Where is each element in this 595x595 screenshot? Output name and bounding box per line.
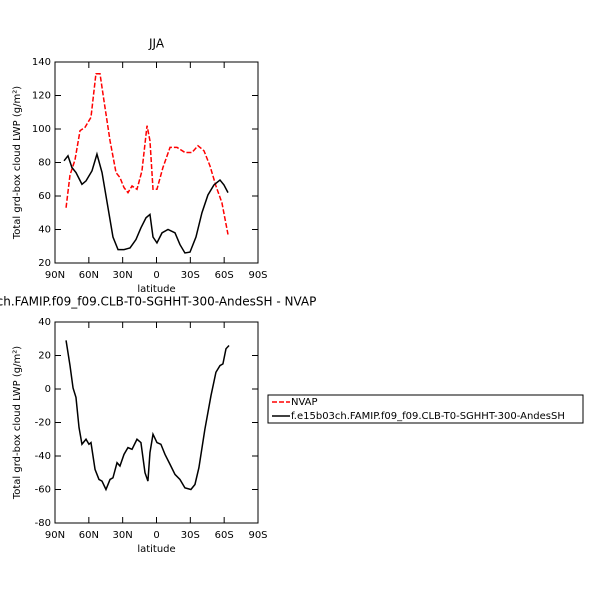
plot-frame xyxy=(54,321,259,524)
x-tick-label: 60S xyxy=(215,530,234,541)
x-tick-label: 90N xyxy=(45,270,65,281)
legend-box xyxy=(267,394,584,424)
x-tick-label: 60N xyxy=(79,530,99,541)
x-tick-label: 60N xyxy=(79,270,99,281)
legend-label: f.e15b03ch.FAMIP.f09_f09.CLB-T0-SGHHT-30… xyxy=(291,411,565,422)
chart-title: JJA xyxy=(148,37,165,51)
y-tick-label: 40 xyxy=(38,317,51,328)
y-tick-label: 140 xyxy=(32,57,51,68)
y-tick-label: 120 xyxy=(32,91,51,102)
y-tick-label: -20 xyxy=(35,418,51,429)
y-tick-label: -80 xyxy=(35,518,51,529)
chart-title: ch.FAMIP.f09_f09.CLB-T0-SGHHT-300-AndesS… xyxy=(0,295,316,309)
data-line xyxy=(65,72,229,235)
y-tick-label: -40 xyxy=(35,451,51,462)
y-tick-label: 0 xyxy=(45,384,51,395)
legend-label: NVAP xyxy=(291,397,318,408)
y-tick-label: 20 xyxy=(38,351,51,362)
x-tick-label: 0 xyxy=(153,530,159,541)
y-tick-label: 60 xyxy=(38,191,51,202)
x-tick-label: 30S xyxy=(181,270,200,281)
y-tick-label: 40 xyxy=(38,225,51,236)
x-axis-label: latitude xyxy=(137,284,175,295)
x-axis-label: latitude xyxy=(137,544,175,555)
y-axis-label: Total grd-box cloud LWP (g/m²) xyxy=(12,86,23,240)
x-tick-label: 0 xyxy=(153,270,159,281)
x-tick-label: 90S xyxy=(248,530,267,541)
y-tick-label: 80 xyxy=(38,158,51,169)
y-tick-label: 20 xyxy=(38,258,51,269)
data-line xyxy=(63,151,229,254)
data-line xyxy=(65,340,230,492)
x-tick-label: 30N xyxy=(113,530,133,541)
x-tick-label: 30N xyxy=(113,270,133,281)
y-tick-label: 100 xyxy=(32,124,51,135)
x-tick-label: 90S xyxy=(248,270,267,281)
x-tick-label: 30S xyxy=(181,530,200,541)
x-tick-label: 60S xyxy=(215,270,234,281)
y-axis-label: Total grd-box cloud LWP (g/m²) xyxy=(12,346,23,500)
y-tick-label: -60 xyxy=(35,485,51,496)
x-tick-label: 90N xyxy=(45,530,65,541)
